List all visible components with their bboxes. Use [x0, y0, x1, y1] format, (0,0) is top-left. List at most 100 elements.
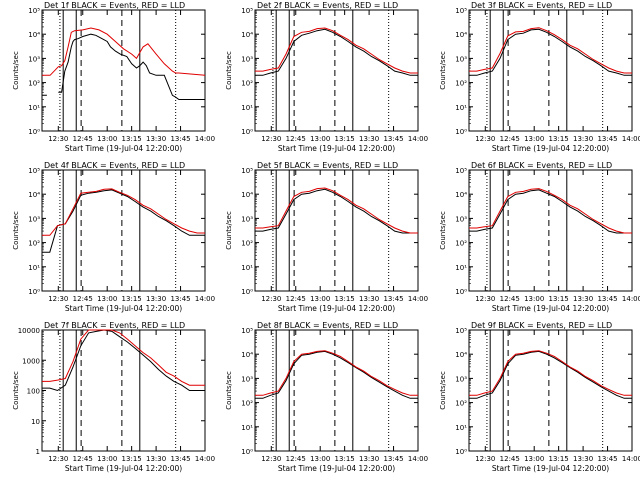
panel-9: Det 9f BLACK = Events, RED = LLD 10⁰ 10¹ 10… [439, 321, 640, 473]
events-series-line [42, 33, 205, 100]
x-tick-label: 13:15 [335, 295, 355, 303]
y-tick-label: 10⁵ [455, 167, 467, 175]
y-tick-label: 10¹ [28, 104, 40, 112]
x-tick-label: 14:00 [195, 295, 215, 303]
x-tick-label: 14:00 [408, 295, 428, 303]
y-tick-label: 10¹ [455, 264, 467, 272]
x-tick-label: 12:30 [475, 295, 495, 303]
x-tick-label: 13:15 [549, 295, 569, 303]
y-tick-label: 10⁴ [455, 351, 467, 359]
plot-frame [41, 9, 206, 132]
x-tick-label: 12:30 [48, 295, 68, 303]
y-tick-label: 10² [241, 240, 253, 248]
x-tick-label: 12:30 [475, 455, 495, 463]
x-axis-label: Start Time (19-Jul-04 12:20:00) [492, 464, 609, 473]
y-tick-label: 10³ [28, 55, 40, 63]
x-tick-label: 13:30 [573, 135, 593, 143]
lld-series-line [42, 27, 206, 76]
x-tick-label: 12:30 [261, 135, 281, 143]
x-axis-label: Start Time (19-Jul-04 12:20:00) [278, 304, 395, 313]
x-tick-label: 13:00 [310, 135, 330, 143]
x-tick-label: 14:00 [622, 135, 640, 143]
x-tick-label: 12:45 [73, 135, 93, 143]
y-tick-label: 10 [31, 418, 40, 426]
lld-series-line [469, 350, 632, 396]
x-tick-label: 13:00 [310, 455, 330, 463]
events-series-line [42, 189, 205, 253]
panel-title: Det 6f BLACK = Events, RED = LLD [471, 161, 612, 170]
x-tick-label: 13:30 [573, 455, 593, 463]
panel-title: Det 9f BLACK = Events, RED = LLD [471, 321, 612, 330]
lld-series-line [255, 350, 418, 396]
panel-title: Det 3f BLACK = Events, RED = LLD [471, 1, 612, 10]
plot-frame [41, 329, 206, 452]
x-tick-label: 13:00 [524, 455, 544, 463]
panel-4: Det 4f BLACK = Events, RED = LLD 10⁰ 10¹ 10… [12, 161, 215, 313]
panel-title: Det 7f BLACK = Events, RED = LLD [44, 321, 185, 330]
x-axis-label: Start Time (19-Jul-04 12:20:00) [492, 144, 609, 153]
lld-series-line [255, 187, 418, 234]
plot-frame [468, 9, 633, 132]
y-tick-label: 10¹ [28, 264, 40, 272]
y-tick-label: 10⁴ [241, 31, 253, 39]
y-tick-label: 10⁰ [28, 288, 40, 296]
y-tick-label: 10⁴ [28, 31, 40, 39]
plot-frame [254, 329, 419, 452]
panel-5: Det 5f BLACK = Events, RED = LLD 10⁰ 10¹ 10… [225, 161, 428, 313]
panel-title: Det 5f BLACK = Events, RED = LLD [257, 161, 398, 170]
x-tick-label: 13:00 [97, 455, 117, 463]
y-tick-label: 10³ [28, 215, 40, 223]
panel-title: Det 4f BLACK = Events, RED = LLD [44, 161, 185, 170]
x-tick-label: 13:30 [146, 455, 166, 463]
x-tick-label: 14:00 [622, 455, 640, 463]
y-tick-label: 10⁰ [241, 448, 253, 456]
y-tick-label: 10¹ [241, 264, 253, 272]
y-tick-label: 10⁴ [241, 351, 253, 359]
x-tick-label: 14:00 [408, 135, 428, 143]
y-axis-label: Counts/sec [225, 51, 233, 90]
events-series-line [469, 189, 632, 234]
x-tick-label: 12:30 [261, 295, 281, 303]
y-tick-label: 10⁵ [455, 7, 467, 15]
x-tick-label: 13:15 [549, 135, 569, 143]
lld-series-line [42, 188, 205, 236]
x-tick-label: 12:30 [48, 455, 68, 463]
y-axis-label: Counts/sec [439, 51, 447, 90]
events-series-line [42, 329, 205, 392]
y-tick-label: 10⁵ [241, 7, 253, 15]
events-series-line [255, 350, 418, 399]
x-tick-label: 12:30 [261, 455, 281, 463]
x-tick-label: 13:15 [122, 295, 142, 303]
events-series-line [255, 28, 418, 76]
y-tick-label: 10⁰ [241, 288, 253, 296]
y-tick-label: 10⁵ [28, 7, 40, 15]
panel-1: Det 1f BLACK = Events, RED = LLD 10⁰ 10¹ 10… [12, 1, 215, 153]
x-tick-label: 13:45 [383, 455, 403, 463]
panel-8: Det 8f BLACK = Events, RED = LLD 10⁰ 10¹ 10… [225, 321, 428, 473]
y-tick-label: 10⁴ [28, 191, 40, 199]
x-axis-label: Start Time (19-Jul-04 12:20:00) [278, 144, 395, 153]
x-tick-label: 12:30 [48, 135, 68, 143]
y-tick-label: 10³ [241, 375, 253, 383]
x-tick-label: 13:00 [310, 295, 330, 303]
x-tick-label: 12:45 [286, 455, 306, 463]
y-tick-label: 10² [455, 240, 467, 248]
y-tick-label: 10⁴ [455, 31, 467, 39]
x-axis-label: Start Time (19-Jul-04 12:20:00) [65, 144, 182, 153]
x-tick-label: 13:45 [170, 135, 190, 143]
y-tick-label: 10¹ [455, 104, 467, 112]
x-tick-label: 13:00 [97, 135, 117, 143]
x-tick-label: 13:45 [383, 135, 403, 143]
lld-series-line [42, 329, 205, 386]
y-axis-label: Counts/sec [225, 211, 233, 250]
events-series-line [469, 350, 632, 399]
y-axis-label: Counts/sec [12, 211, 20, 250]
y-tick-label: 10⁵ [455, 327, 467, 335]
events-series-line [255, 188, 418, 234]
x-tick-label: 13:30 [359, 295, 379, 303]
y-tick-label: 10⁰ [28, 128, 40, 136]
x-tick-label: 13:15 [549, 455, 569, 463]
y-tick-label: 10⁵ [241, 167, 253, 175]
x-tick-label: 13:15 [335, 135, 355, 143]
x-tick-label: 13:30 [359, 135, 379, 143]
